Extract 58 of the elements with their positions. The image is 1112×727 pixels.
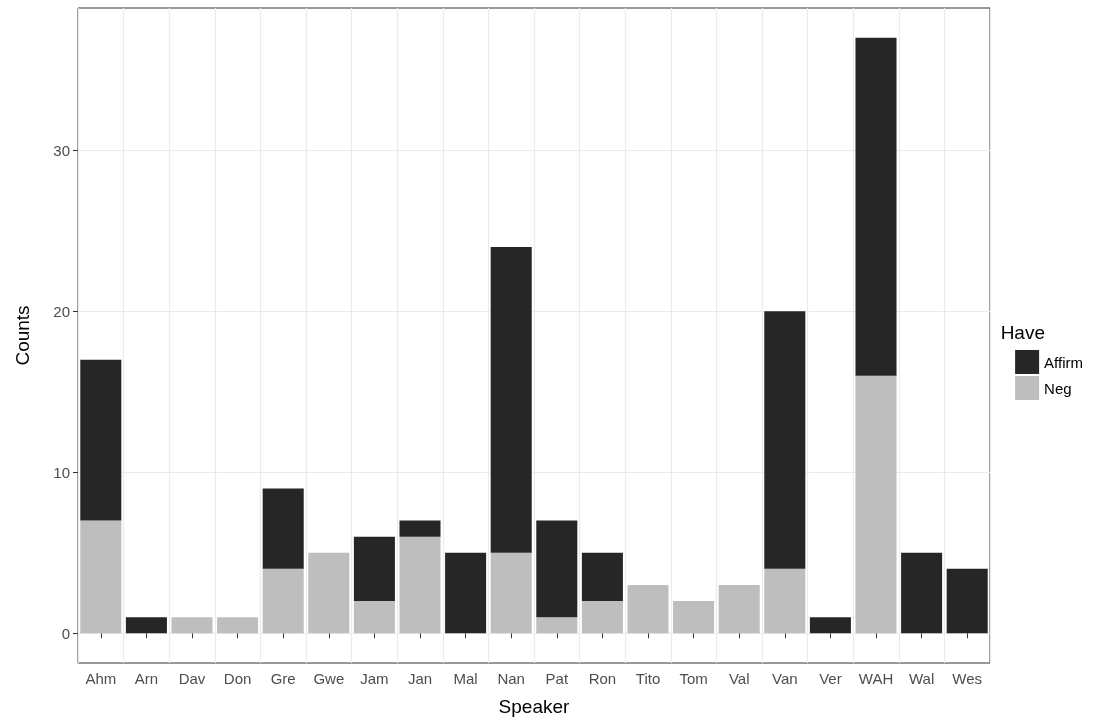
x-tick-label: Val: [728, 670, 750, 687]
x-tick-label: Ver: [819, 670, 842, 687]
x-tick-label: Arn: [134, 670, 159, 687]
x-tick-label: Ahm: [85, 670, 117, 687]
bar: [946, 568, 988, 634]
x-tick-label: Gwe: [313, 670, 345, 687]
bar: [490, 246, 532, 553]
bar: [855, 375, 897, 634]
bar: [764, 568, 806, 634]
x-tick-label: Wes: [952, 670, 983, 687]
bar: [536, 520, 578, 618]
bar: [673, 601, 715, 634]
bar: [125, 617, 167, 634]
bar: [445, 552, 487, 634]
y-tick-label: 30: [53, 141, 70, 159]
bar: [353, 536, 395, 602]
bar: [80, 359, 122, 521]
x-tick-label: Van: [772, 670, 798, 687]
y-tick-label: 10: [53, 463, 70, 481]
bar: [353, 601, 395, 634]
legend-title: Have: [1000, 322, 1045, 343]
bar: [764, 311, 806, 569]
x-tick-label: Tito: [635, 670, 661, 687]
bar: [536, 617, 578, 634]
x-tick-label: Nan: [497, 670, 525, 687]
bar: [217, 617, 259, 634]
legend-label: Affirm: [1044, 353, 1084, 371]
bar: [901, 552, 943, 634]
bar: [171, 617, 213, 634]
x-tick-label: WAH: [858, 670, 894, 687]
bar: [809, 617, 851, 634]
x-tick-label: Gre: [270, 670, 296, 687]
x-tick-label: Ron: [588, 670, 617, 687]
x-tick-label: Don: [223, 670, 252, 687]
x-tick-label: Jam: [360, 670, 389, 687]
bar: [80, 520, 122, 634]
x-tick-label: Mal: [453, 670, 478, 687]
bar: [490, 552, 532, 634]
legend-label: Neg: [1044, 379, 1072, 397]
x-tick-label: Jan: [407, 670, 433, 687]
bar: [399, 536, 441, 634]
bar: [399, 520, 441, 537]
bar: [627, 584, 669, 634]
y-tick-label: 20: [53, 302, 70, 320]
x-tick-label: Wal: [908, 670, 935, 687]
x-tick-label: Dav: [178, 670, 206, 687]
bar: [855, 37, 897, 376]
x-axis-title: Speaker: [498, 696, 571, 717]
bar: [262, 568, 304, 634]
x-tick-label: Pat: [545, 670, 569, 687]
bar: [581, 601, 623, 634]
y-tick-label: 0: [61, 624, 70, 642]
y-axis-title: Counts: [12, 305, 33, 366]
bar: [308, 552, 350, 634]
bar: [718, 584, 760, 634]
bar: [581, 552, 623, 602]
x-tick-label: Tom: [679, 670, 708, 687]
bar: [262, 488, 304, 569]
